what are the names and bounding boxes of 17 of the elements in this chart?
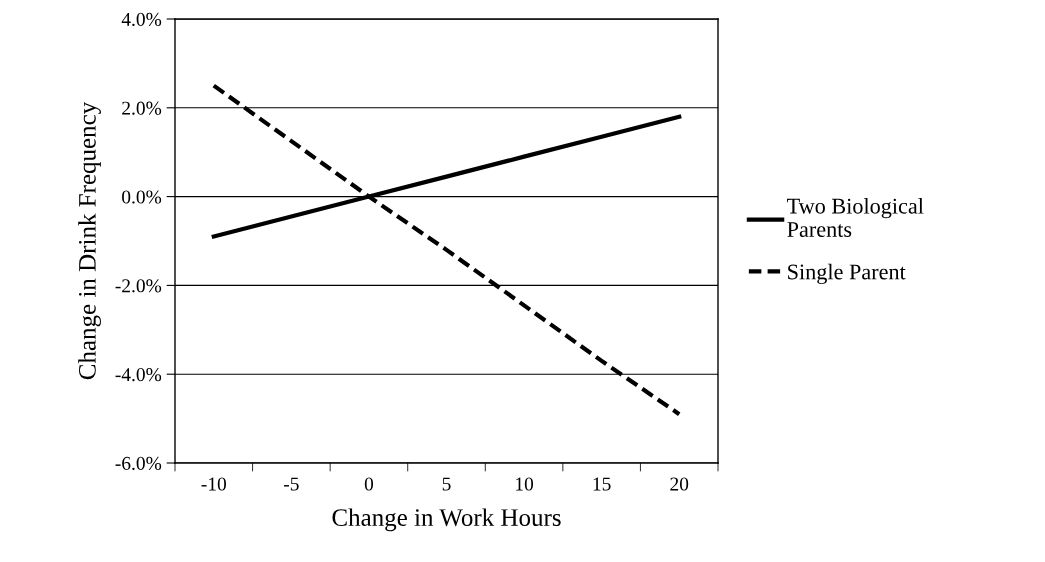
- y-tick-label: 2.0%: [122, 101, 162, 115]
- x-tick-label: 0: [364, 477, 374, 491]
- y-tick-label: 4.0%: [121, 12, 162, 27]
- x-tick-label: -10: [201, 477, 226, 491]
- x-tick-label: 15: [593, 477, 611, 491]
- legend-label: Single Parent: [788, 263, 906, 285]
- y-axis-title: Change in Drink Frequency: [78, 101, 101, 380]
- y-tick-label: -4.0%: [115, 368, 162, 382]
- x-tick-label: 20: [670, 477, 689, 491]
- y-tick-label: 0.0%: [122, 190, 162, 204]
- x-axis-title: Change in Work Hours: [332, 508, 561, 532]
- legend-label: Two Biological Parents: [787, 197, 924, 237]
- y-tick-label: -2.0%: [115, 279, 162, 293]
- x-tick-label: 10: [516, 477, 534, 491]
- y-tick-label: -6.0%: [115, 456, 162, 471]
- x-tick-label: 5: [442, 477, 451, 491]
- x-tick-label: -5: [283, 477, 299, 491]
